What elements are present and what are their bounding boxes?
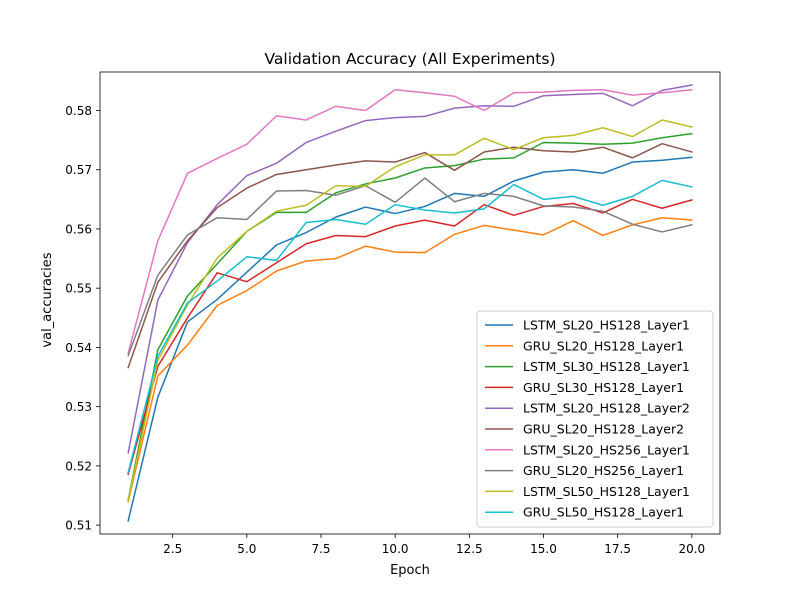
legend-box: [476, 310, 714, 528]
x-axis-title: Epoch: [390, 563, 430, 578]
x-tick-label: 10.0: [382, 542, 409, 556]
chart-title: Validation Accuracy (All Experiments): [264, 50, 555, 68]
legend-label: GRU_SL20_HS256_Layer1: [523, 463, 684, 478]
y-tick-label: 0.58: [65, 104, 92, 118]
y-tick-label: 0.56: [65, 222, 92, 236]
x-tick-label: 7.5: [311, 542, 330, 556]
legend-label: LSTM_SL20_HS128_Layer2: [523, 401, 690, 416]
series-line-1: [127, 156, 693, 522]
series-line-5: [127, 84, 693, 454]
series-line-9: [127, 119, 693, 502]
y-tick-label: 0.54: [65, 341, 92, 355]
plot-frame: [99, 71, 721, 535]
y-tick-label: 0.51: [65, 519, 92, 533]
series-layer: [127, 84, 693, 522]
legend: LSTM_SL20_HS128_Layer1 GRU_SL20_HS128_Lay…: [476, 310, 714, 528]
y-tick-label: 0.55: [65, 282, 92, 296]
legend-label: LSTM_SL50_HS128_Layer1: [523, 484, 690, 499]
y-tick-label: 0.57: [65, 163, 92, 177]
legend-label: GRU_SL50_HS128_Layer1: [523, 505, 684, 520]
series-line-2: [127, 216, 693, 503]
series-line-7: [127, 88, 693, 355]
series-line-4: [127, 198, 693, 476]
x-tick-label: 17.5: [604, 542, 631, 556]
series-line-3: [127, 132, 693, 502]
x-tick-label: 12.5: [456, 542, 483, 556]
x-tick-label: 15.0: [530, 542, 557, 556]
legend-label: LSTM_SL20_HS128_Layer1: [523, 318, 690, 333]
legend-label: GRU_SL30_HS128_Layer1: [523, 380, 684, 395]
legend-label: LSTM_SL30_HS128_Layer1: [523, 359, 690, 374]
legend-label: LSTM_SL20_HS256_Layer1: [523, 442, 690, 457]
x-tick-label: 20.0: [678, 542, 705, 556]
series-line-10: [127, 179, 693, 474]
y-tick-label: 0.52: [65, 459, 92, 473]
x-tick-label: 5.0: [237, 542, 256, 556]
series-line-6: [127, 142, 693, 369]
legend-label: GRU_SL20_HS128_Layer2: [523, 422, 684, 437]
y-tick-label: 0.53: [65, 400, 92, 414]
x-tick-label: 2.5: [163, 542, 182, 556]
legend-label: GRU_SL20_HS128_Layer1: [523, 338, 684, 353]
series-line-8: [127, 177, 693, 357]
y-axis-title: val_accuracies: [40, 252, 55, 347]
axes-layer: 2.5 5.0 7.5 10.0 12.5 15.0 17.5 20.0 0.51 0.52 0.5…: [65, 71, 721, 556]
